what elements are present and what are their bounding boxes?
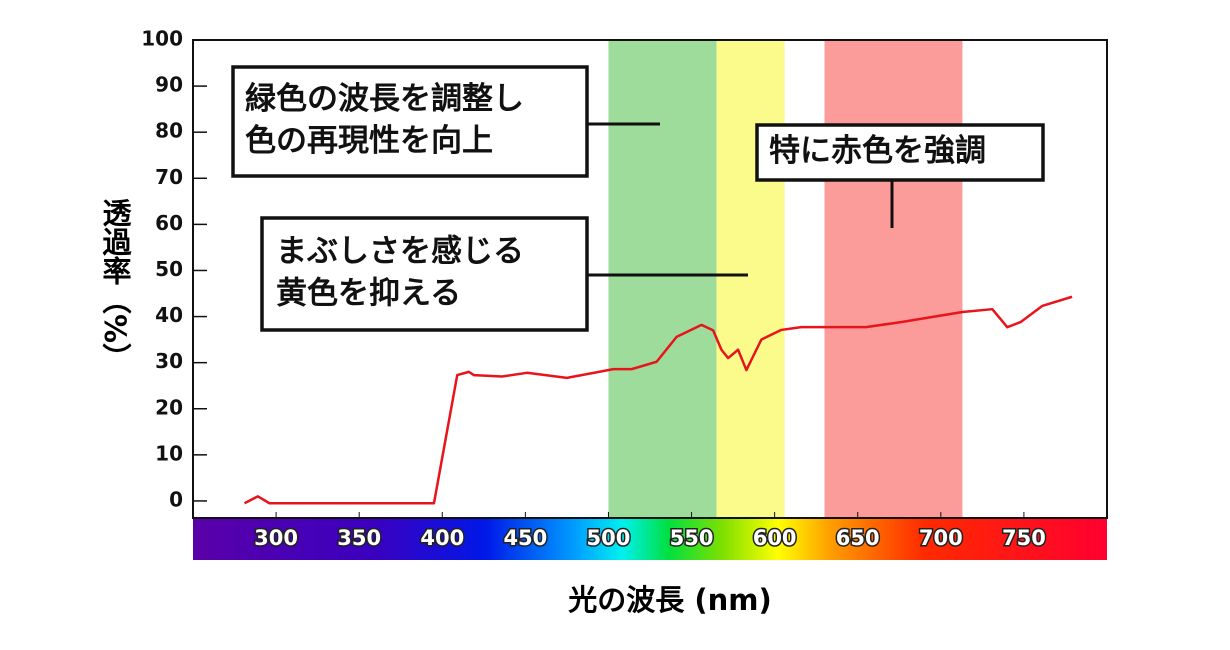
data-line bbox=[243, 295, 1073, 505]
x-tick-label: 500 bbox=[587, 526, 631, 550]
x-tick-label: 450 bbox=[503, 526, 547, 550]
y-tick-label: 70 bbox=[155, 165, 183, 189]
y-tick-label: 10 bbox=[155, 441, 183, 465]
annotation-box bbox=[260, 216, 589, 332]
y-tick-label: 40 bbox=[155, 303, 183, 327]
x-tick-label: 650 bbox=[836, 526, 880, 550]
y-tick-label: 30 bbox=[155, 349, 183, 373]
x-tick-label: 700 bbox=[919, 526, 963, 550]
annotation-text: 緑色の波長を調整し bbox=[245, 81, 524, 117]
annotation-box bbox=[755, 123, 1045, 182]
x-tick-label: 350 bbox=[337, 526, 381, 550]
wavelength-band bbox=[716, 40, 785, 518]
x-tick-label: 550 bbox=[670, 526, 714, 550]
plot-frame bbox=[192, 39, 1108, 519]
spectrum-bar bbox=[193, 518, 1107, 560]
y-tick-label: 0 bbox=[169, 487, 183, 511]
x-tick-label: 400 bbox=[420, 526, 464, 550]
annotation-text: まぶしさを感じる bbox=[276, 234, 524, 270]
y-axis-label: 透過率（%） bbox=[98, 197, 132, 372]
annotation-text: 黄色を抑える bbox=[276, 276, 461, 312]
x-axis-label: 光の波長 (nm) bbox=[568, 583, 771, 617]
x-tick-label: 300 bbox=[254, 526, 298, 550]
y-tick-label: 20 bbox=[155, 395, 183, 419]
wavelength-band bbox=[824, 40, 963, 518]
y-tick-label: 50 bbox=[155, 257, 183, 281]
annotation-text: 特に赤色を強調 bbox=[769, 133, 986, 169]
y-tick-label: 60 bbox=[155, 211, 183, 235]
y-tick-label: 90 bbox=[155, 73, 183, 97]
x-tick-label: 600 bbox=[753, 526, 797, 550]
wavelength-band bbox=[608, 40, 717, 518]
x-tick-label: 750 bbox=[1002, 526, 1046, 550]
y-tick-label: 80 bbox=[155, 119, 183, 143]
y-tick-label: 100 bbox=[141, 27, 183, 51]
annotation-box bbox=[231, 65, 589, 178]
annotation-text: 色の再現性を向上 bbox=[245, 123, 493, 159]
